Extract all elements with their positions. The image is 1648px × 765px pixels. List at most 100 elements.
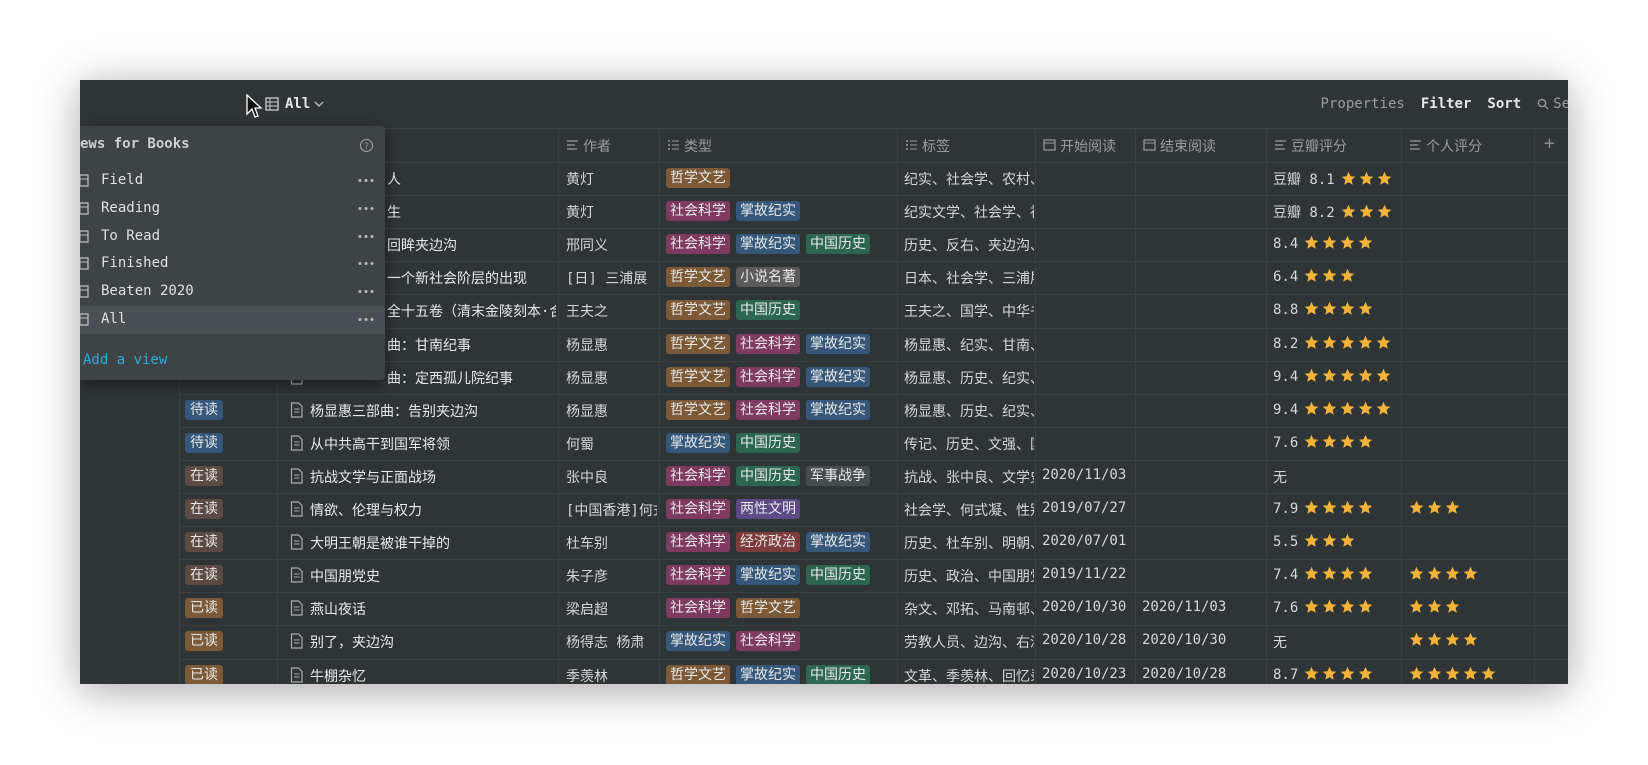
author: 黄灯 [566, 205, 594, 222]
search-label: Se [1553, 96, 1568, 112]
douban-score: 豆瓣 8.2 [1273, 205, 1335, 222]
title: 回眸夹边沟 [387, 238, 457, 255]
page-icon [290, 633, 303, 649]
header-icon [1410, 140, 1421, 150]
page-icon [290, 534, 303, 550]
title: 一个新社会阶层的出现 [387, 271, 527, 288]
search[interactable]: Se [1537, 96, 1568, 112]
type-tag: 中国历史 [806, 664, 870, 684]
toolbar-action[interactable]: Sort [1487, 96, 1522, 112]
author: 梁启超 [566, 602, 608, 619]
types: 哲学文艺 掌故纪实 中国历史 [666, 664, 896, 684]
view-name: Beaten 2020 [101, 283, 194, 300]
view-item[interactable]: Field [80, 167, 385, 194]
douban-rating: 豆瓣 8.1 [1273, 169, 1400, 189]
type-tag: 掌故纪实 [806, 366, 870, 387]
page-icon [290, 600, 303, 616]
star [1427, 633, 1442, 647]
column-line [558, 128, 559, 684]
help-icon[interactable]: ? [359, 138, 374, 153]
row-line [179, 360, 1568, 362]
douban-score: 7.6 [1273, 434, 1299, 451]
type-tag: 中国历史 [806, 565, 870, 586]
labels: 历史、政治、中国朋党 [904, 569, 1034, 586]
star [1304, 600, 1319, 614]
star [1340, 368, 1355, 382]
star [1304, 235, 1319, 249]
type-tag: 掌故纪实 [736, 664, 800, 684]
view-item[interactable]: All [80, 306, 385, 333]
type-tag: 社会科学 [736, 631, 800, 652]
star [1358, 235, 1373, 249]
star [1427, 600, 1442, 614]
type-tag: 哲学文艺 [666, 267, 730, 288]
table-icon [265, 97, 279, 111]
labels: 日本、社会学、三浦展 [904, 271, 1034, 288]
types: 社会科学 两性文明 [666, 499, 896, 519]
type-tag: 社会科学 [736, 333, 800, 354]
author: 张中良 [566, 469, 608, 486]
star [1322, 368, 1337, 382]
type-tag: 中国历史 [806, 234, 870, 255]
douban-rating: 7.6 [1273, 599, 1400, 616]
add-column[interactable]: + [1544, 133, 1555, 154]
douban-score: 8.4 [1273, 236, 1299, 253]
labels: 传记、历史、文强、国 [904, 436, 1034, 453]
types: 社会科学 掌故纪实 中国历史 [666, 565, 896, 586]
header-icon [567, 140, 578, 150]
view-item[interactable]: To Read [80, 223, 385, 250]
views-menu: ews for Books ? Add a view Field Reading T… [80, 126, 385, 380]
labels: 社会学、何式凝、性别 [904, 503, 1034, 519]
author: 季羡林 [566, 668, 608, 685]
header-icon [1043, 139, 1056, 151]
row-line [179, 658, 1568, 660]
douban-score: 5.5 [1273, 534, 1299, 551]
douban-score: 无 [1273, 635, 1287, 652]
header-icon [1143, 139, 1156, 151]
type-tag: 中国历史 [736, 432, 800, 453]
end-date: 2020/10/30 [1142, 632, 1227, 649]
title: 杨显惠三部曲：告别夹边沟 [310, 403, 478, 420]
labels: 杨显惠、历史、纪实、 [904, 403, 1034, 420]
star [1358, 368, 1373, 382]
toolbar-actions: Properties Filter Sort Se [1321, 92, 1568, 116]
column-header: 豆瓣评分 [1291, 139, 1347, 155]
labels: 历史、反右、夹边沟、 [904, 238, 1034, 255]
toolbar-action[interactable]: Filter [1420, 96, 1472, 112]
star [1340, 500, 1355, 514]
star [1358, 434, 1373, 448]
chevron [314, 101, 324, 107]
star [1376, 368, 1391, 382]
title: 曲：定西孤儿院纪事 [387, 370, 513, 387]
douban-rating: 无 [1273, 467, 1400, 487]
star [1341, 171, 1356, 185]
type-tag: 社会科学 [736, 366, 800, 387]
view-item[interactable]: Finished [80, 250, 385, 277]
star [1304, 566, 1319, 580]
view-item[interactable]: Beaten 2020 [80, 278, 385, 305]
star [1322, 500, 1337, 514]
douban-rating: 7.4 [1273, 566, 1400, 583]
column-line [1266, 128, 1267, 684]
star [1445, 633, 1460, 647]
page-icon [290, 402, 303, 418]
labels: 抗战、张中良、文学史 [904, 469, 1034, 486]
view-switch[interactable]: All [265, 92, 324, 116]
end-date: 2020/11/03 [1142, 599, 1227, 616]
toolbar-action[interactable]: Properties [1320, 96, 1405, 112]
more-icon [358, 290, 374, 294]
type-tag: 哲学文艺 [666, 300, 730, 321]
star [1340, 566, 1355, 580]
add-view[interactable]: Add a view [83, 352, 168, 368]
types: 哲学文艺 社会科学 掌故纪实 [666, 333, 896, 354]
divider [80, 128, 1568, 129]
star [1340, 434, 1355, 448]
status-tag: 已读 [185, 631, 223, 652]
view-item[interactable]: Reading [80, 195, 385, 222]
header-icon [1275, 140, 1286, 150]
star [1358, 666, 1373, 680]
title: 曲：甘南纪事 [387, 337, 471, 354]
star [1340, 269, 1355, 283]
view-name: Reading [101, 199, 161, 216]
row-line [179, 228, 1568, 230]
